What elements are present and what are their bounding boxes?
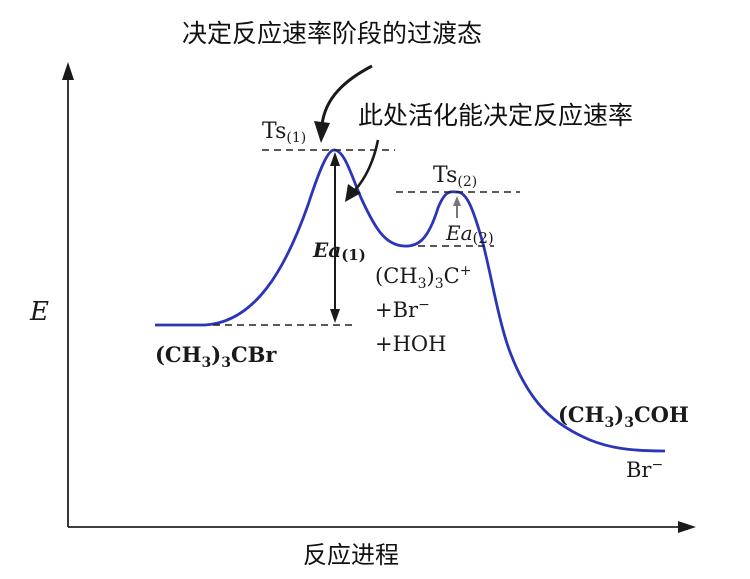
ts-note-label: 决定反应速率阶段的过渡态 [182,19,482,48]
ts1-label: Ts(1) [262,119,306,146]
activation-note-arrow [354,139,380,191]
y-axis-label: E [29,297,49,327]
ea1-arrow-head-down [330,309,340,323]
intermediate-label-line3: +HOH [375,332,446,356]
x-axis-label: 反应进程 [303,541,399,569]
x-axis-arrow [678,521,696,533]
y-axis-arrow [62,62,74,80]
intermediate-label-line2: +Br− [375,297,430,322]
ea1-arrow-head-up [330,152,340,166]
ea2-label: Ea(2) [445,221,494,247]
ts2-label: Ts(2) [433,163,477,190]
product-label: (CH3)3COH [558,402,689,431]
energy-curve [155,148,666,453]
reactant-label: (CH3)3CBr [155,342,277,371]
ts-note-arrow [320,64,373,126]
intermediate-label-line1: (CH3)3C+ [375,263,471,292]
ea2-arrow-head [453,196,461,206]
activation-note-label: 此处活化能决定反应速率 [358,101,633,130]
byproduct-label: Br− [626,457,663,482]
ts-note-arrow-head [314,121,330,143]
activation-note-arrow-head [345,184,361,202]
ea1-label: Ea(1) [312,238,366,264]
